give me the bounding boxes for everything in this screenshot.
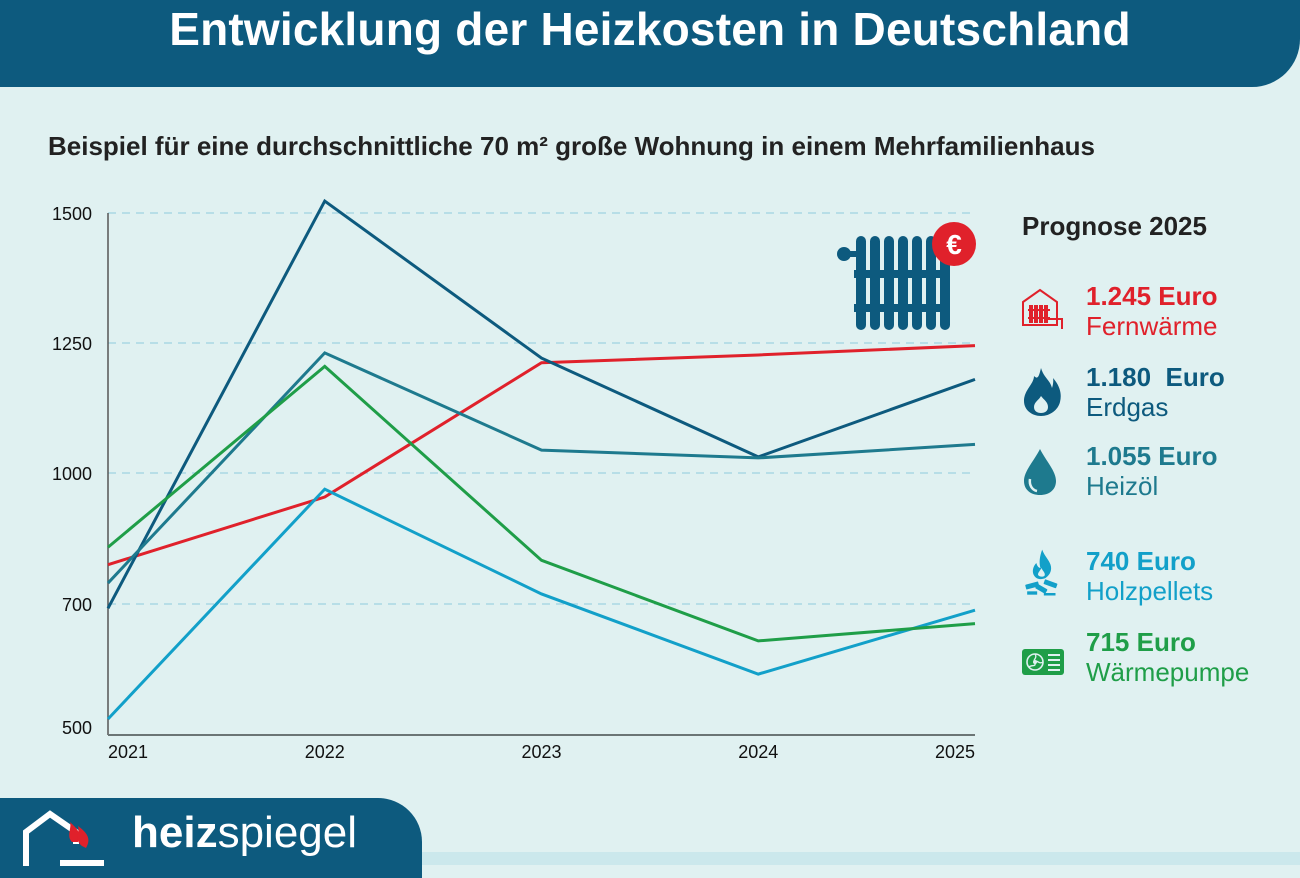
district-heating-icon — [1020, 285, 1066, 335]
legend-value: 1.180 Euro — [1086, 362, 1225, 393]
x-tick-labels: 2021 2022 2023 2024 2025 — [108, 742, 975, 762]
footer-strip — [422, 852, 1300, 865]
y-tick-label: 700 — [62, 595, 92, 615]
series-line-heizöl — [108, 353, 975, 583]
house-flame-logo-icon — [20, 806, 110, 866]
legend-label: Heizöl — [1086, 471, 1158, 502]
chart-subtitle: Beispiel für eine durchschnittliche 70 m… — [48, 131, 1095, 162]
legend-title: Prognose 2025 — [1022, 211, 1207, 242]
x-tick-label: 2022 — [305, 742, 345, 762]
y-tick-label: 1500 — [52, 204, 92, 224]
x-tick-label: 2024 — [738, 742, 778, 762]
campfire-icon — [1020, 548, 1066, 598]
heat-pump-icon — [1020, 637, 1066, 687]
y-tick-label: 1250 — [52, 334, 92, 354]
oil-drop-icon — [1020, 445, 1066, 495]
series-line-fernwärme — [108, 346, 975, 565]
legend-label: Erdgas — [1086, 392, 1168, 423]
legend-label: Wärmepumpe — [1086, 657, 1249, 688]
y-tick-labels: 500 700 1000 1250 1500 — [52, 204, 92, 738]
legend-value: 740 Euro — [1086, 546, 1196, 577]
brand-logo-text: heizspiegel — [132, 808, 357, 858]
brand-light: spiegel — [218, 808, 357, 857]
brand-bold: heiz — [132, 808, 218, 857]
legend-label: Fernwärme — [1086, 311, 1217, 342]
legend-label: Holzpellets — [1086, 576, 1213, 607]
legend-value: 715 Euro — [1086, 627, 1196, 658]
euro-symbol: € — [946, 229, 962, 260]
header-banner: Entwicklung der Heizkosten in Deutschlan… — [0, 0, 1300, 87]
radiator-icon: € — [834, 222, 980, 334]
legend-value: 1.245 Euro — [1086, 281, 1218, 312]
x-tick-label: 2025 — [935, 742, 975, 762]
series-line-wärmepumpe — [108, 366, 975, 641]
y-tick-label: 1000 — [52, 464, 92, 484]
x-tick-label: 2023 — [521, 742, 561, 762]
legend-value: 1.055 Euro — [1086, 441, 1218, 472]
page-title: Entwicklung der Heizkosten in Deutschlan… — [0, 2, 1300, 56]
x-tick-label: 2021 — [108, 742, 148, 762]
y-tick-label: 500 — [62, 718, 92, 738]
flame-icon — [1020, 366, 1066, 416]
